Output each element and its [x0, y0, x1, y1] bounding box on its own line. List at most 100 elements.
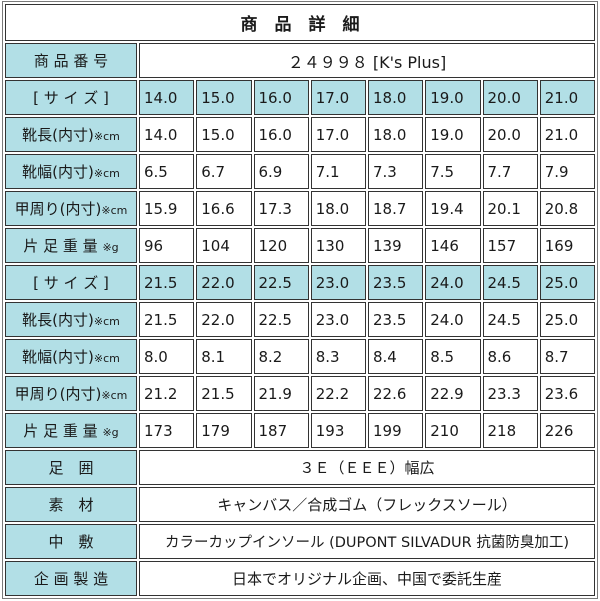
weight-cell: 210 [425, 413, 481, 448]
size-cell: 16.0 [253, 80, 309, 115]
length-unit-text: ※cm [93, 315, 120, 328]
product-number-value: ２４９９８ [K's Plus] [139, 43, 595, 78]
manufacturing-value: 日本でオリジナル企画、中国で委託生産 [139, 561, 595, 596]
width-cell: 7.7 [482, 154, 538, 189]
size-cell: 22.0 [196, 265, 252, 300]
foot-circumference-label: 足 囲 [5, 450, 137, 485]
width-label-text: 靴幅(内寸) [22, 163, 94, 181]
insole-label: 中 敷 [5, 524, 137, 559]
length-cell: 24.0 [425, 302, 481, 337]
size-cell: 21.5 [139, 265, 195, 300]
length-cell: 22.0 [196, 302, 252, 337]
weight-cell: 157 [482, 228, 538, 263]
width-cell: 8.3 [310, 339, 366, 374]
length-cell: 19.0 [425, 117, 481, 152]
weight-label-text: 片 足 重 量 [23, 237, 98, 255]
product-number-label: 商 品 番 号 [5, 43, 137, 78]
weight-row-1: 片 足 重 量 ※g 96 104 120 130 139 146 157 169 [5, 228, 595, 263]
weight-cell: 173 [139, 413, 195, 448]
insole-row: 中 敷 カラーカップインソール (DUPONT SILVADUR 抗菌防臭加工) [5, 524, 595, 559]
size-cell: 22.5 [253, 265, 309, 300]
width-cell: 8.2 [253, 339, 309, 374]
weight-label-text: 片 足 重 量 [23, 422, 98, 440]
size-cell: 23.0 [310, 265, 366, 300]
width-cell: 6.9 [253, 154, 309, 189]
width-unit-text: ※cm [93, 167, 120, 180]
shoe-width-row-2: 靴幅(内寸)※cm 8.0 8.1 8.2 8.3 8.4 8.5 8.6 8.7 [5, 339, 595, 374]
girth-unit-text: ※cm [101, 389, 128, 402]
length-label-text: 靴長(内寸) [22, 311, 94, 329]
width-unit-text: ※cm [93, 352, 120, 365]
girth-row-label: 甲周り(内寸)※cm [5, 376, 137, 411]
length-cell: 21.0 [539, 117, 595, 152]
weight-cell: 218 [482, 413, 538, 448]
weight-unit-text: ※g [102, 241, 119, 254]
girth-row-label: 甲周り(内寸)※cm [5, 191, 137, 226]
length-cell: 16.0 [253, 117, 309, 152]
girth-cell: 20.8 [539, 191, 595, 226]
girth-cell: 22.6 [368, 376, 424, 411]
length-cell: 25.0 [539, 302, 595, 337]
size-cell: 23.5 [368, 265, 424, 300]
weight-cell: 179 [196, 413, 252, 448]
size-row-label: [ サ イ ズ ] [5, 80, 137, 115]
girth-cell: 15.9 [139, 191, 195, 226]
width-cell: 8.0 [139, 339, 195, 374]
size-cell: 15.0 [196, 80, 252, 115]
girth-cell: 21.9 [253, 376, 309, 411]
weight-cell: 146 [425, 228, 481, 263]
girth-cell: 23.6 [539, 376, 595, 411]
width-cell: 8.1 [196, 339, 252, 374]
girth-label-text: 甲周り(内寸) [14, 200, 102, 218]
size-cell: 24.5 [482, 265, 538, 300]
girth-cell: 18.7 [368, 191, 424, 226]
size-cell: 18.0 [368, 80, 424, 115]
length-row-label: 靴長(内寸)※cm [5, 302, 137, 337]
width-cell: 8.4 [368, 339, 424, 374]
length-cell: 14.0 [139, 117, 195, 152]
insole-value: カラーカップインソール (DUPONT SILVADUR 抗菌防臭加工) [139, 524, 595, 559]
length-cell: 24.5 [482, 302, 538, 337]
length-label-text: 靴長(内寸) [22, 126, 94, 144]
width-cell: 7.1 [310, 154, 366, 189]
length-cell: 18.0 [368, 117, 424, 152]
size-header-row-2: [ サ イ ズ ] 21.5 22.0 22.5 23.0 23.5 24.0 24.5 25… [5, 265, 595, 300]
material-value: キャンバス／合成ゴム（フレックスソール） [139, 487, 595, 522]
girth-cell: 19.4 [425, 191, 481, 226]
girth-cell: 20.1 [482, 191, 538, 226]
length-cell: 23.0 [310, 302, 366, 337]
size-cell: 17.0 [310, 80, 366, 115]
weight-row-label: 片 足 重 量 ※g [5, 413, 137, 448]
material-label: 素 材 [5, 487, 137, 522]
width-row-label: 靴幅(内寸)※cm [5, 154, 137, 189]
shoe-length-row-2: 靴長(内寸)※cm 21.5 22.0 22.5 23.0 23.5 24.0 24.5 25… [5, 302, 595, 337]
size-cell: 20.0 [482, 80, 538, 115]
size-header-row-1: [ サ イ ズ ] 14.0 15.0 16.0 17.0 18.0 19.0 20.0 21… [5, 80, 595, 115]
weight-cell: 96 [139, 228, 195, 263]
weight-cell: 130 [310, 228, 366, 263]
size-cell: 25.0 [539, 265, 595, 300]
width-cell: 7.9 [539, 154, 595, 189]
girth-unit-text: ※cm [101, 204, 128, 217]
width-cell: 7.3 [368, 154, 424, 189]
weight-cell: 199 [368, 413, 424, 448]
size-cell: 19.0 [425, 80, 481, 115]
foot-circumference-value: ３Ｅ（ＥＥＥ）幅広 [139, 450, 595, 485]
width-cell: 6.7 [196, 154, 252, 189]
product-number-row: 商 品 番 号 ２４９９８ [K's Plus] [5, 43, 595, 78]
table-title: 商 品 詳 細 [5, 4, 595, 41]
weight-row-2: 片 足 重 量 ※g 173 179 187 193 199 210 218 226 [5, 413, 595, 448]
girth-cell: 23.3 [482, 376, 538, 411]
weight-cell: 120 [253, 228, 309, 263]
size-cell: 24.0 [425, 265, 481, 300]
girth-cell: 22.9 [425, 376, 481, 411]
girth-row-1: 甲周り(内寸)※cm 15.9 16.6 17.3 18.0 18.7 19.4 20.1 2… [5, 191, 595, 226]
weight-cell: 169 [539, 228, 595, 263]
girth-cell: 18.0 [310, 191, 366, 226]
shoe-width-row-1: 靴幅(内寸)※cm 6.5 6.7 6.9 7.1 7.3 7.5 7.7 7.9 [5, 154, 595, 189]
weight-cell: 139 [368, 228, 424, 263]
shoe-length-row-1: 靴長(内寸)※cm 14.0 15.0 16.0 17.0 18.0 19.0 20.0 21… [5, 117, 595, 152]
length-cell: 21.5 [139, 302, 195, 337]
length-unit-text: ※cm [93, 130, 120, 143]
